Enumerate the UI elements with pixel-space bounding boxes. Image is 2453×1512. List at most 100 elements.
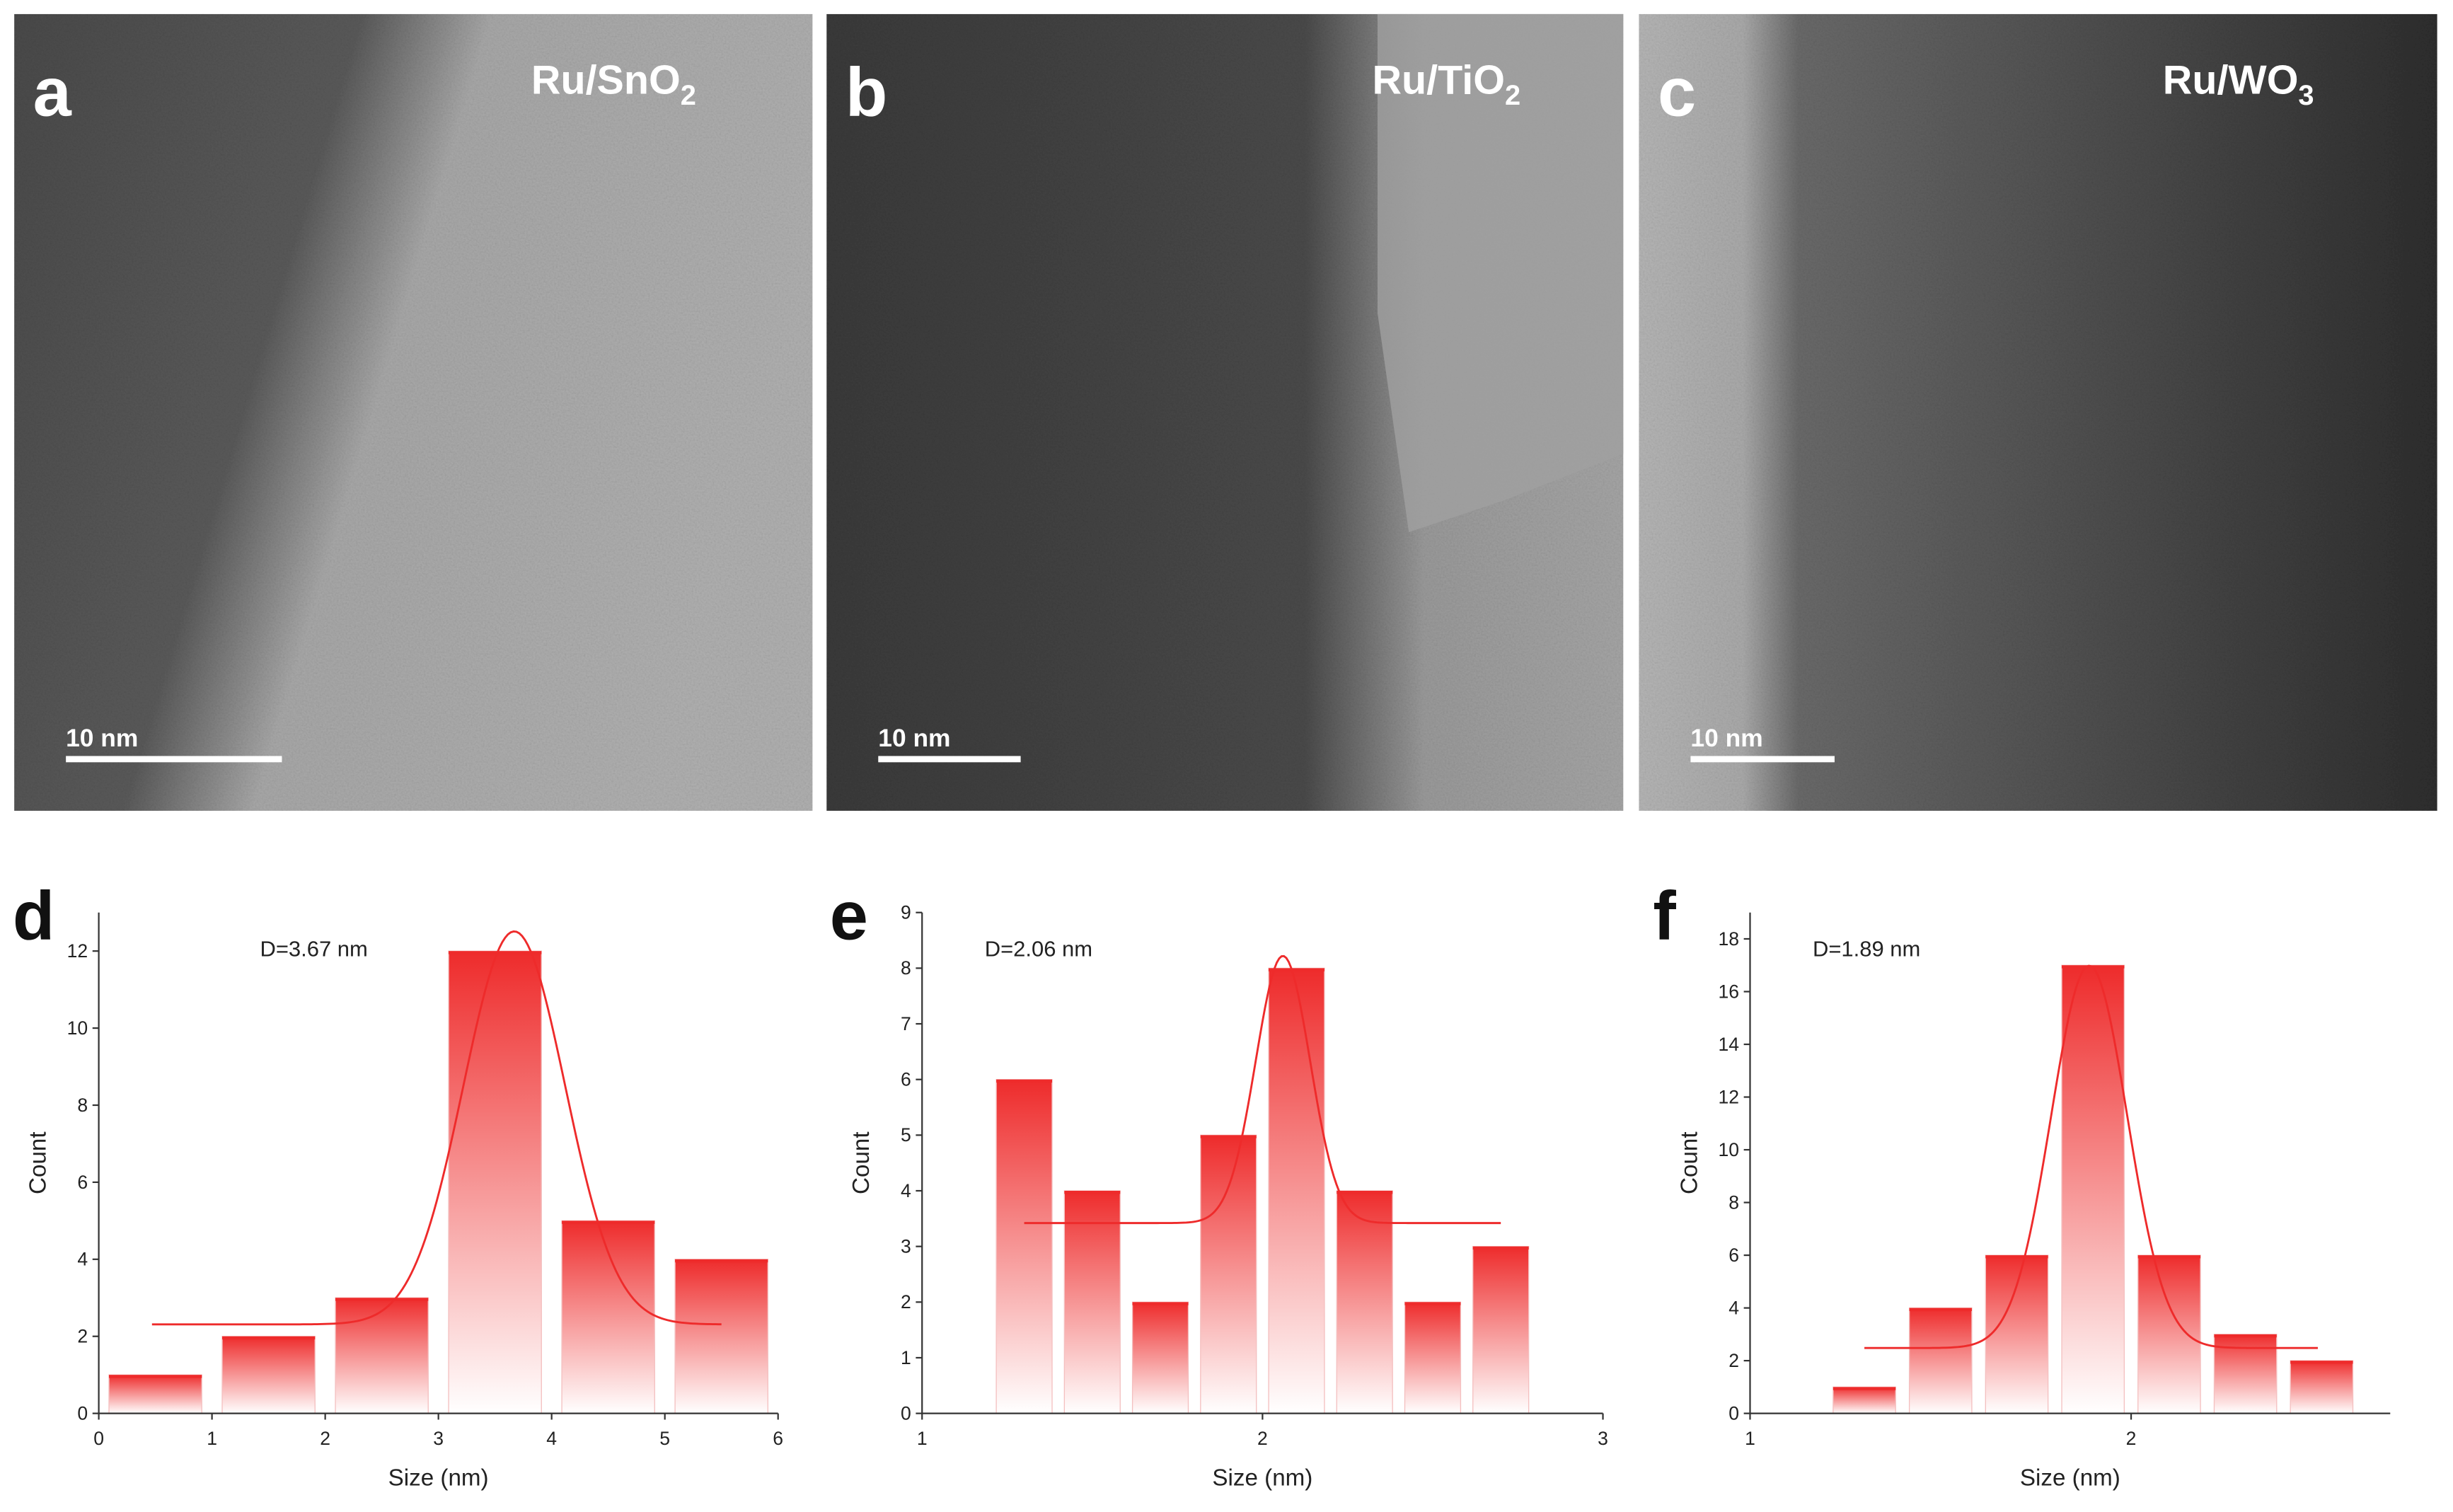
y-tick-label: 2 <box>1728 1350 1739 1371</box>
y-tick-label: 7 <box>901 1013 911 1034</box>
bar <box>2137 1254 2201 1414</box>
y-tick-label: 6 <box>901 1069 911 1090</box>
bar-top <box>1985 1255 2048 1259</box>
label-main: Ru/WO <box>2163 58 2299 103</box>
bar-top <box>1132 1302 1189 1305</box>
y-tick-label: 16 <box>1718 981 1739 1002</box>
y-tick-label: 8 <box>901 957 911 979</box>
bar-top <box>1269 968 1324 971</box>
panel-letter: c <box>1658 54 1696 131</box>
fit-curve <box>151 930 722 1326</box>
bar <box>2061 964 2125 1414</box>
bar <box>1404 1301 1462 1414</box>
bar <box>1200 1134 1257 1414</box>
bar <box>1832 1386 1896 1414</box>
y-tick-label: 3 <box>901 1236 911 1257</box>
y-tick-label: 12 <box>67 940 88 962</box>
bar-top <box>449 951 542 954</box>
bar <box>1131 1301 1189 1414</box>
y-tick-label: 4 <box>77 1249 88 1270</box>
x-tick-label: 1 <box>917 1428 928 1449</box>
bar <box>674 1259 768 1414</box>
bar <box>221 1336 316 1414</box>
bar-top <box>109 1375 202 1378</box>
bar <box>995 1079 1053 1414</box>
x-tick-label: 5 <box>659 1428 670 1449</box>
y-tick-label: 0 <box>77 1402 88 1424</box>
bar <box>1063 1190 1121 1414</box>
x-tick-label: 0 <box>93 1428 104 1449</box>
y-tick-label: 8 <box>1728 1191 1739 1213</box>
y-tick-label: 0 <box>1728 1402 1739 1424</box>
x-tick-label: 2 <box>1257 1428 1268 1449</box>
scale-bar <box>878 756 1021 763</box>
vacuum-region <box>1377 13 1624 533</box>
label-sub: 2 <box>681 80 696 111</box>
y-tick-label: 4 <box>1728 1297 1739 1318</box>
y-tick-label: 10 <box>67 1017 88 1039</box>
label-main: Ru/TiO <box>1373 58 1505 103</box>
y-tick-label: 0 <box>901 1402 911 1424</box>
bar-top <box>1909 1308 1972 1312</box>
label-sub: 2 <box>1505 80 1520 111</box>
x-tick-label: 2 <box>320 1428 330 1449</box>
x-axis-label: Size (nm) <box>388 1465 489 1491</box>
bar-top <box>1200 1135 1257 1138</box>
y-tick-label: 1 <box>901 1347 911 1368</box>
y-tick-label: 4 <box>901 1180 911 1201</box>
y-tick-label: 2 <box>77 1326 88 1347</box>
y-axis-label: Count <box>25 1131 51 1194</box>
x-tick-label: 3 <box>1598 1428 1608 1449</box>
y-tick-label: 6 <box>1728 1245 1739 1266</box>
bar-top <box>1404 1302 1461 1305</box>
panel-letter: b <box>845 54 887 131</box>
bar-top <box>996 1079 1053 1083</box>
x-axis-label: Size (nm) <box>1212 1465 1312 1491</box>
label-sub: 3 <box>2298 80 2314 111</box>
panel-letter: d <box>13 877 54 954</box>
tem-images <box>14 13 2437 811</box>
annotation: D=3.67 nm <box>260 937 367 962</box>
bar <box>1336 1190 1393 1414</box>
y-tick-label: 14 <box>1718 1034 1739 1055</box>
y-tick-label: 6 <box>77 1172 88 1193</box>
scale-bar <box>66 756 282 763</box>
bar-top <box>2290 1361 2353 1364</box>
x-tick-label: 3 <box>433 1428 444 1449</box>
y-tick-label: 2 <box>901 1291 911 1312</box>
x-tick-label: 4 <box>546 1428 557 1449</box>
x-tick-label: 2 <box>2126 1428 2137 1449</box>
bar-top <box>2214 1334 2277 1338</box>
bar-top <box>222 1336 316 1340</box>
bar-top <box>1337 1191 1393 1194</box>
scale-bar-label: 10 nm <box>878 725 950 752</box>
bar <box>561 1220 655 1414</box>
tem-image <box>1639 13 2437 811</box>
bar <box>108 1374 202 1414</box>
scale-bar-label: 10 nm <box>1690 725 1762 752</box>
bar-top <box>2137 1255 2201 1259</box>
bar-top <box>335 1298 429 1301</box>
fit-curve <box>1864 964 2318 1349</box>
annotation: D=1.89 nm <box>1813 937 1920 962</box>
bar <box>1472 1245 1530 1414</box>
x-tick-label: 6 <box>773 1428 783 1449</box>
tem-image <box>14 13 813 811</box>
bar <box>335 1297 429 1414</box>
panel-letter: a <box>33 54 72 131</box>
y-axis-label: Count <box>848 1131 875 1194</box>
y-tick-label: 9 <box>901 902 911 923</box>
y-tick-label: 12 <box>1718 1086 1739 1107</box>
bar <box>1985 1254 2049 1414</box>
y-axis-label: Count <box>1676 1131 1702 1194</box>
sample-label: Ru/WO3 <box>2163 58 2314 111</box>
bar-top <box>675 1259 768 1263</box>
panel-letter: f <box>1653 877 1676 954</box>
bar <box>1908 1307 1973 1414</box>
bar-top <box>1832 1387 1896 1390</box>
y-tick-label: 8 <box>77 1095 88 1116</box>
y-tick-label: 18 <box>1718 928 1739 950</box>
label-main: Ru/SnO <box>531 58 681 103</box>
